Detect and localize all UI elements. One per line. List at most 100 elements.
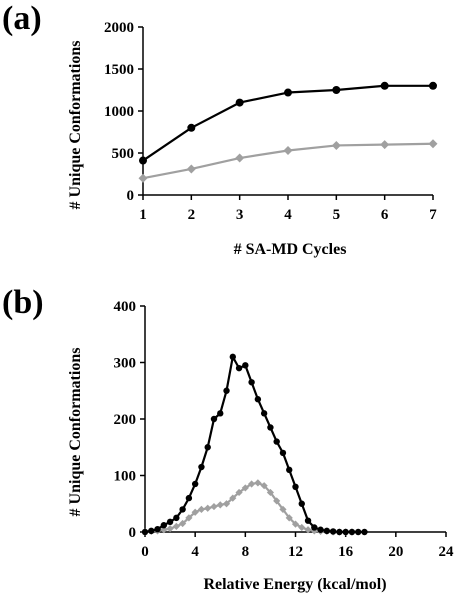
data-point-circle: [286, 466, 293, 474]
data-point-circle: [273, 438, 280, 445]
y-tick-label: 1500: [104, 62, 134, 78]
panel-label-a: (a): [2, 0, 42, 37]
x-tick-label: 6: [381, 207, 389, 223]
data-point-circle: [260, 410, 268, 417]
data-point-circle: [248, 379, 255, 386]
data-point-circle: [223, 387, 230, 394]
y-axis-title-b: # Unique Conformations: [67, 348, 84, 517]
x-tick-label: 12: [288, 544, 303, 560]
data-point-circle: [342, 528, 349, 536]
data-point-diamond: [229, 494, 237, 502]
data-point-circle: [229, 353, 236, 361]
y-tick-label: 500: [112, 146, 135, 162]
data-point-circle: [235, 364, 243, 372]
x-tick-label: 4: [284, 207, 292, 223]
data-point-diamond: [235, 153, 245, 163]
data-point-diamond: [166, 525, 174, 533]
data-point-diamond: [186, 164, 196, 174]
data-point-circle: [185, 494, 193, 502]
data-point-circle: [217, 410, 224, 417]
x-tick-label: 20: [388, 544, 403, 560]
x-tick-label: 2: [188, 207, 196, 223]
data-point-diamond: [197, 505, 206, 513]
data-point-diamond: [428, 139, 438, 149]
data-point-circle: [329, 528, 337, 535]
data-point-circle: [204, 444, 211, 451]
data-point-diamond: [204, 504, 212, 512]
data-point-circle: [267, 424, 274, 431]
panel-label-b: (b): [2, 284, 44, 321]
data-point-circle: [235, 98, 244, 107]
y-tick-label: 300: [114, 356, 137, 372]
data-point-diamond: [279, 505, 287, 513]
series-line-circle: [144, 355, 365, 534]
x-tick-label: 7: [429, 207, 437, 223]
data-point-diamond: [241, 484, 249, 492]
data-point-circle: [298, 500, 305, 507]
x-tick-label: 24: [439, 544, 455, 560]
x-tick-label: 0: [141, 544, 149, 560]
y-tick-label: 0: [129, 525, 137, 541]
y-tick-label: 200: [114, 412, 137, 428]
data-point-diamond: [331, 140, 341, 150]
x-tick-label: 3: [236, 207, 244, 223]
data-point-diamond: [291, 520, 300, 528]
y-tick-label: 100: [114, 469, 137, 485]
data-point-circle: [323, 527, 331, 535]
data-point-circle: [254, 396, 262, 403]
data-point-diamond: [235, 488, 243, 497]
data-point-circle: [336, 528, 343, 536]
data-point-diamond: [248, 480, 256, 488]
data-point-diamond: [273, 497, 281, 505]
y-axis-title-a: # Unique Conformations: [67, 41, 84, 210]
data-point-circle: [332, 86, 341, 94]
data-point-circle: [355, 528, 362, 536]
y-tick-label: 400: [114, 299, 137, 315]
data-point-circle: [311, 524, 318, 531]
data-point-circle: [160, 522, 168, 529]
data-point-diamond: [191, 508, 199, 516]
data-point-circle: [317, 526, 324, 533]
data-point-circle: [198, 463, 205, 471]
data-point-circle: [242, 362, 249, 369]
data-point-diamond: [210, 502, 218, 511]
data-point-circle: [191, 480, 199, 488]
data-point-circle: [141, 528, 149, 536]
x-axis-title-b: Relative Energy (kcal/mol): [203, 576, 386, 593]
data-point-diamond: [260, 482, 268, 490]
data-point-diamond: [304, 526, 312, 534]
x-axis-title-a: # SA-MD Cycles: [234, 241, 347, 258]
data-point-diamond: [216, 501, 224, 509]
data-point-circle: [139, 156, 147, 165]
data-point-diamond: [172, 522, 180, 530]
data-point-diamond: [222, 500, 231, 508]
data-point-diamond: [283, 145, 293, 155]
y-tick-label: 0: [127, 188, 135, 204]
data-point-diamond: [254, 479, 262, 487]
x-tick-label: 8: [242, 544, 250, 560]
data-point-circle: [380, 81, 389, 90]
data-point-circle: [173, 514, 180, 522]
data-point-circle: [148, 527, 155, 535]
chart-panel-a: # SA-MD Cycles # Unique Conformations 0 5…: [67, 20, 438, 258]
data-point-circle: [210, 415, 218, 423]
data-point-circle: [348, 528, 356, 536]
data-point-diamond: [185, 514, 193, 522]
x-tick-label: 1: [139, 207, 147, 223]
x-tick-label: 4: [191, 544, 199, 560]
data-point-circle: [154, 525, 161, 533]
data-point-circle: [304, 517, 312, 524]
y-tick-label: 2000: [104, 20, 134, 36]
data-point-circle: [279, 449, 287, 457]
data-point-diamond: [138, 173, 148, 183]
data-point-circle: [166, 518, 174, 526]
x-tick-label: 5: [333, 207, 341, 223]
data-point-circle: [187, 123, 196, 132]
x-tick-label: 16: [338, 544, 354, 560]
data-point-circle: [429, 81, 437, 90]
data-point-diamond: [380, 140, 390, 150]
data-point-circle: [361, 528, 368, 536]
chart-panel-b: Relative Energy (kcal/mol) # Unique Conf…: [67, 299, 454, 593]
data-point-circle: [179, 506, 186, 513]
